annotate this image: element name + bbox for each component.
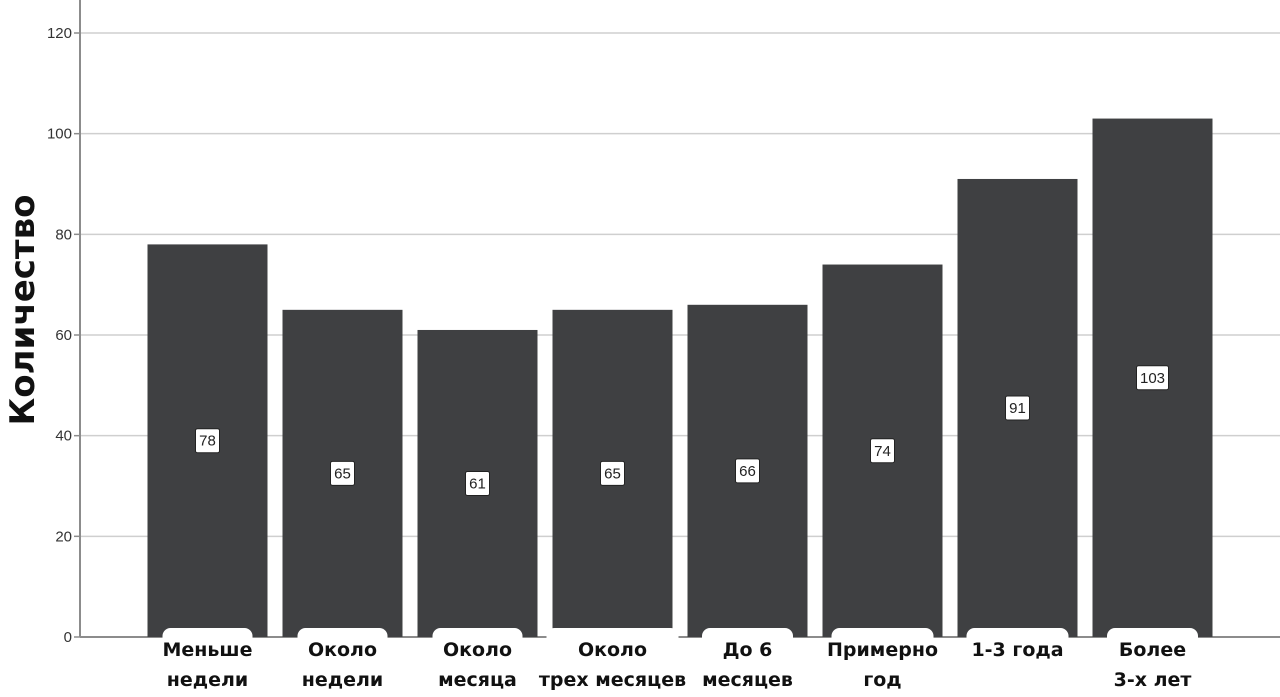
- data-label: 65: [600, 460, 625, 486]
- category-label-line: месяца: [438, 669, 517, 691]
- category-label-line: недели: [302, 669, 383, 691]
- data-label-text: 91: [1009, 400, 1026, 417]
- y-tick-label: 0: [64, 629, 72, 646]
- data-labels-layer: 78 65 61 65 66 74 91 103: [195, 365, 1169, 496]
- data-label-box: [1136, 365, 1169, 391]
- data-label-text: 66: [739, 463, 756, 480]
- data-label-box: [195, 428, 220, 454]
- grid-layer: [80, 32, 1280, 538]
- data-label-box: [735, 458, 760, 484]
- data-label: 91: [1005, 395, 1030, 421]
- category-label-box: [702, 628, 793, 697]
- y-tick-label: 120: [47, 25, 72, 42]
- y-tick-labels: 0 20 40 60 80 100 120: [47, 25, 72, 646]
- x-category-label: Примерно год: [827, 628, 938, 697]
- data-label: 74: [870, 438, 895, 464]
- data-label-text: 78: [199, 433, 216, 450]
- category-label-line: 3-х лет: [1114, 669, 1192, 691]
- category-label-line: год: [863, 669, 901, 691]
- data-label-text: 74: [874, 443, 891, 460]
- data-label: 65: [330, 460, 355, 486]
- category-label-line: недели: [167, 669, 248, 691]
- data-label: 103: [1136, 365, 1169, 391]
- data-label-box: [465, 470, 490, 496]
- x-category-label: Около недели: [297, 628, 388, 697]
- y-tick-label: 80: [55, 226, 72, 243]
- data-label-text: 65: [334, 465, 351, 482]
- x-category-label: 1-3 года: [966, 628, 1069, 697]
- category-label-box: [432, 628, 523, 697]
- category-label-box: [831, 628, 934, 697]
- category-label-line: 1-3 года: [971, 639, 1063, 661]
- x-category-label: До 6 месяцев: [702, 628, 793, 697]
- axis-layer: [74, 0, 1280, 638]
- category-label-line: Около: [578, 639, 647, 661]
- data-label-text: 103: [1140, 370, 1165, 387]
- category-label-box: [297, 628, 388, 697]
- y-tick-label: 40: [55, 428, 72, 445]
- category-label-box: [546, 628, 679, 697]
- data-label-box: [1005, 395, 1030, 421]
- data-label-box: [330, 460, 355, 486]
- category-label-line: Более: [1119, 639, 1186, 661]
- data-label-box: [600, 460, 625, 486]
- category-label-line: Примерно: [827, 639, 938, 661]
- category-label-box: [1107, 628, 1198, 697]
- x-category-label: Меньше недели: [162, 628, 253, 697]
- data-label: 66: [735, 458, 760, 484]
- x-category-label: Около месяца: [432, 628, 523, 697]
- bars-layer: [147, 118, 1213, 638]
- data-label-text: 61: [469, 475, 486, 492]
- category-label-box: [162, 628, 253, 697]
- category-label-line: Меньше: [163, 639, 253, 661]
- category-label-line: месяцев: [702, 669, 793, 691]
- x-category-labels: Меньше недели Около недели Около месяца Около т…: [162, 628, 1198, 697]
- category-label-line: До 6: [723, 639, 773, 661]
- data-label: 61: [465, 470, 490, 496]
- data-label: 78: [195, 428, 220, 454]
- y-tick-label: 60: [55, 327, 72, 344]
- y-tick-label: 100: [47, 126, 72, 143]
- x-category-label: Около трех месяцев: [539, 628, 686, 697]
- x-category-label: Более 3-х лет: [1107, 628, 1198, 697]
- category-label-line: трех месяцев: [539, 669, 686, 691]
- data-label-box: [870, 438, 895, 464]
- category-label-line: Около: [443, 639, 512, 661]
- y-tick-label: 20: [55, 528, 72, 545]
- y-axis-label: Количество: [3, 194, 43, 425]
- data-label-text: 65: [604, 465, 621, 482]
- category-label-box: [966, 628, 1069, 697]
- category-label-line: Около: [308, 639, 377, 661]
